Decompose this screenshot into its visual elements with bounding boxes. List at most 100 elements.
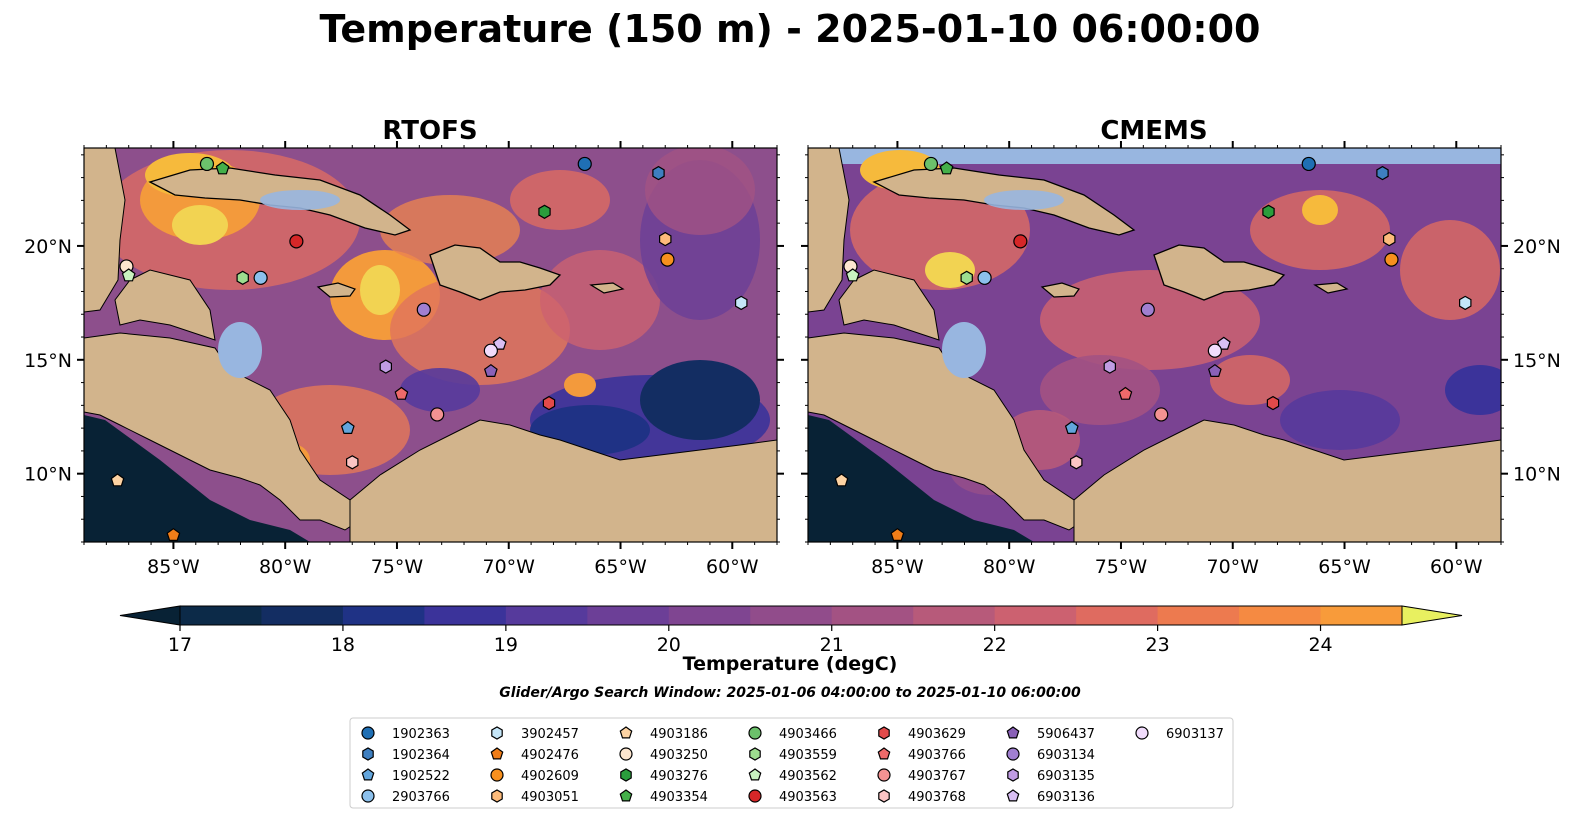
cmems-map-panel: CMEMS bbox=[801, 116, 1561, 578]
colorbar-tick-label: 19 bbox=[494, 634, 518, 656]
rtofs-y-tick-label: 20°N bbox=[24, 236, 72, 258]
cmems-y-tick-label: 15°N bbox=[1513, 350, 1561, 372]
platform-marker-6903135 bbox=[1103, 359, 1117, 374]
colorbar-tick-label: 17 bbox=[168, 634, 192, 656]
rtofs-platform-markers bbox=[110, 156, 748, 542]
figure-title: Temperature (150 m) - 2025-01-10 06:00:0… bbox=[319, 7, 1260, 51]
cmems-platform-markers bbox=[834, 156, 1472, 542]
platform-marker-4903766 bbox=[394, 386, 409, 400]
legend-marker-4903767 bbox=[877, 768, 891, 782]
panel-title-cmems: CMEMS bbox=[1100, 116, 1207, 146]
legend-marker-3902457 bbox=[491, 726, 503, 740]
platform-marker-4903768 bbox=[346, 455, 359, 470]
platform-marker-6903135 bbox=[379, 359, 392, 374]
legend-label: 1902364 bbox=[392, 748, 450, 763]
cmems-x-tick-label: 85°W bbox=[871, 556, 924, 578]
platform-marker-1902364 bbox=[652, 165, 665, 181]
cmems-x-tick-label: 80°W bbox=[983, 556, 1036, 578]
platform-marker-4903563 bbox=[1013, 234, 1028, 249]
cmems-x-tick-label: 65°W bbox=[1318, 556, 1371, 578]
legend-label: 4903562 bbox=[779, 769, 837, 784]
legend-label: 1902522 bbox=[392, 769, 450, 784]
platform-marker-5906437 bbox=[483, 363, 498, 377]
platform-marker-6903134 bbox=[416, 302, 431, 317]
platform-marker-4903562 bbox=[845, 268, 860, 282]
rtofs-temperature-field bbox=[84, 148, 777, 542]
platform-marker-4902609 bbox=[660, 252, 675, 267]
legend-marker-4903768 bbox=[878, 789, 890, 803]
colorbar-tick-label: 20 bbox=[657, 634, 681, 656]
platform-marker-4903354 bbox=[215, 161, 230, 175]
colorbar-extend-high bbox=[1401, 605, 1463, 626]
legend-label: 6903134 bbox=[1037, 748, 1095, 763]
platform-marker-4902476 bbox=[890, 527, 905, 542]
platform-marker-2903766 bbox=[977, 270, 992, 285]
cmems-x-tick-label: 60°W bbox=[1430, 556, 1483, 578]
rtofs-x-tick-label: 65°W bbox=[594, 556, 647, 578]
platform-marker-4903766 bbox=[1118, 386, 1133, 400]
colorbar-bin bbox=[1076, 606, 1159, 625]
platform-marker-6903134 bbox=[1140, 302, 1155, 317]
colorbar-tick-label: 22 bbox=[983, 634, 1007, 656]
platform-marker-6903136 bbox=[492, 336, 507, 350]
legend-label: 4902609 bbox=[521, 769, 579, 784]
colorbar-bin bbox=[1157, 606, 1240, 625]
legend-marker-4902476 bbox=[490, 747, 504, 760]
platform-marker-4903186 bbox=[110, 473, 125, 487]
platform-marker-4903562 bbox=[121, 268, 136, 282]
legend-label: 4903767 bbox=[908, 769, 966, 784]
rtofs-y-tick-label: 10°N bbox=[24, 464, 72, 486]
legend-marker-6903134 bbox=[1006, 747, 1020, 761]
legend-marker-4903629 bbox=[878, 726, 890, 740]
platform-marker-4903186 bbox=[834, 473, 849, 487]
legend-marker-1902363 bbox=[361, 726, 375, 740]
platform-marker-1902364 bbox=[1376, 165, 1389, 181]
platform-marker-4903276 bbox=[538, 204, 551, 219]
platform-marker-4903629 bbox=[542, 395, 556, 411]
legend-label: 4903354 bbox=[650, 790, 708, 805]
colorbar-bin bbox=[913, 606, 996, 625]
legend-label: 6903136 bbox=[1037, 790, 1095, 805]
platform-marker-4903767 bbox=[430, 407, 445, 422]
platform-marker-4903466 bbox=[199, 156, 215, 172]
rtofs-axis-ticks: 85°W 80°W 75°W 70°W 65°W 60°W 20°N 15°N 10°N bbox=[24, 141, 784, 578]
colorbar-bin bbox=[424, 606, 507, 625]
legend-marker-6903136 bbox=[1006, 789, 1020, 802]
platform-marker-4903466 bbox=[923, 156, 939, 172]
legend-marker-1902522 bbox=[361, 768, 375, 781]
legend-marker-4903354 bbox=[619, 789, 633, 802]
rtofs-x-tick-label: 85°W bbox=[147, 556, 200, 578]
platform-marker-1902522 bbox=[340, 420, 355, 434]
legend-label: 4903629 bbox=[908, 727, 966, 742]
rtofs-x-tick-label: 60°W bbox=[706, 556, 759, 578]
legend-label: 3902457 bbox=[521, 727, 579, 742]
legend-marker-4903051 bbox=[491, 789, 503, 803]
colorbar-bin bbox=[342, 606, 425, 625]
cmems-x-tick-label: 70°W bbox=[1207, 556, 1260, 578]
platform-marker-4903629 bbox=[1266, 395, 1280, 411]
platform-marker-6903137 bbox=[1207, 343, 1222, 358]
colorbar-label: Temperature (degC) bbox=[683, 653, 898, 675]
platform-marker-5906437 bbox=[1207, 363, 1222, 377]
cmems-axis-ticks: 85°W 80°W 75°W 70°W 65°W 60°W 20°N 15°N 10°N bbox=[801, 141, 1561, 578]
rtofs-map-panel: RTOFS bbox=[24, 116, 784, 578]
platform-marker-4903559 bbox=[960, 270, 973, 285]
colorbar-frame bbox=[179, 605, 1403, 626]
rtofs-x-tick-label: 80°W bbox=[259, 556, 312, 578]
platform-marker-6903137 bbox=[483, 343, 498, 358]
platform-marker-2903766 bbox=[253, 270, 268, 285]
legend-marker-2903766 bbox=[361, 789, 375, 803]
legend-label: 5906437 bbox=[1037, 727, 1095, 742]
colorbar-bin bbox=[587, 606, 670, 625]
colorbar-bin bbox=[1239, 606, 1322, 625]
legend-label: 6903137 bbox=[1166, 727, 1224, 742]
legend-marker-4903250 bbox=[619, 747, 633, 761]
legend-label: 4903563 bbox=[779, 790, 837, 805]
cmems-x-tick-label: 75°W bbox=[1095, 556, 1148, 578]
legend-marker-4903563 bbox=[748, 789, 762, 803]
colorbar-bin bbox=[505, 606, 588, 625]
legend-label: 4902476 bbox=[521, 748, 579, 763]
platform-marker-1902363 bbox=[1301, 156, 1316, 172]
colorbar-bin bbox=[180, 606, 262, 625]
